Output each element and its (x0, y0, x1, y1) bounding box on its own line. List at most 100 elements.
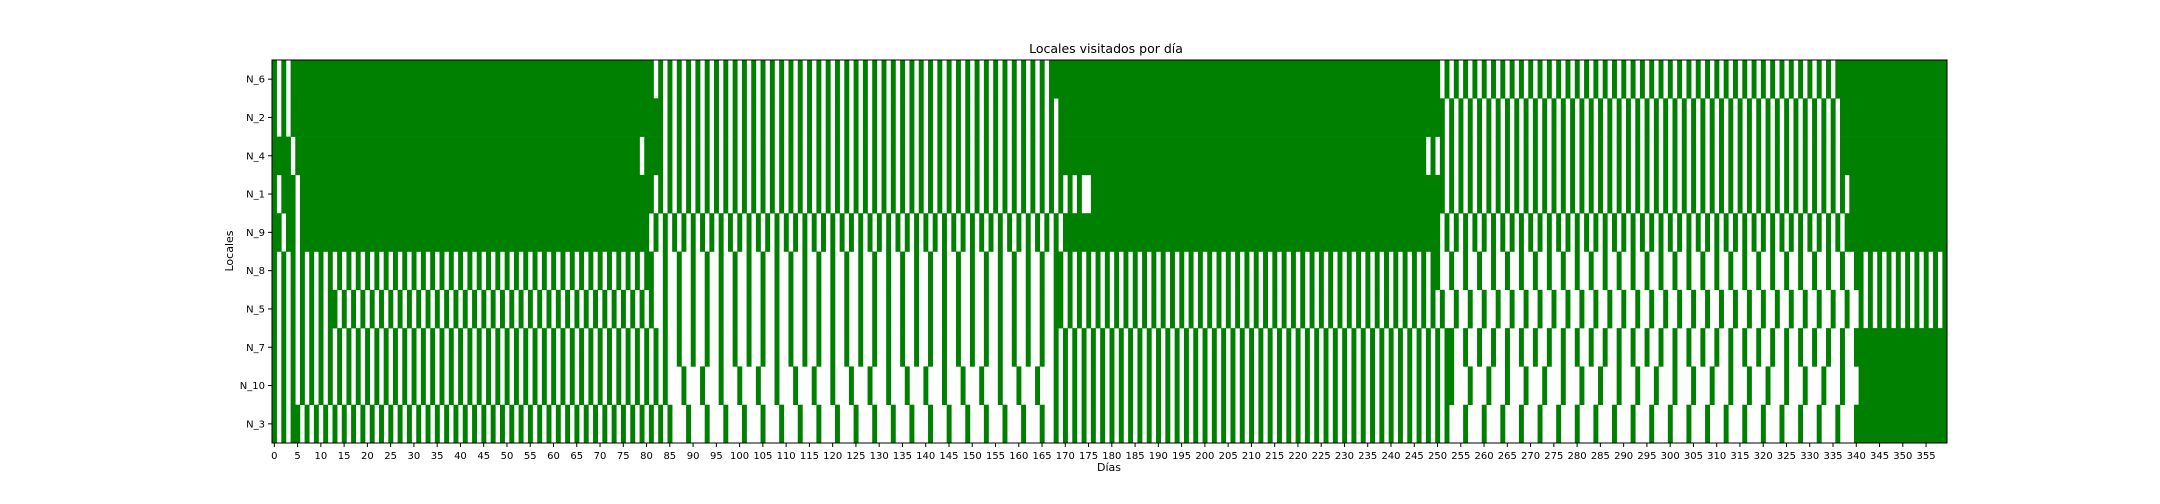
heatmap-cell (1653, 366, 1659, 405)
heatmap-cell (1156, 366, 1161, 405)
heatmap-cell (1742, 251, 1748, 291)
heatmap-cell (299, 213, 650, 252)
heatmap-cell (1784, 328, 1790, 367)
heatmap-cell (1895, 289, 1901, 329)
heatmap-cell (1142, 251, 1148, 291)
heatmap-cell (1695, 213, 1701, 252)
heatmap-cell (1509, 213, 1515, 252)
heatmap-cell (281, 404, 287, 444)
heatmap-cell (337, 366, 343, 405)
heatmap-cell (472, 404, 478, 444)
heatmap-cell (1002, 136, 1008, 176)
heatmap-cell (1588, 328, 1594, 367)
heatmap-cell (1309, 289, 1315, 329)
heatmap-cell (392, 328, 398, 367)
heatmap-cell (1784, 136, 1790, 176)
heatmap-cell (420, 328, 426, 367)
heatmap-cell (1616, 366, 1622, 405)
heatmap-cell (513, 366, 519, 405)
heatmap-cell (1062, 328, 1068, 367)
heatmap-cell (1207, 251, 1213, 291)
heatmap-cell (853, 60, 859, 99)
heatmap-cell (281, 366, 287, 405)
heatmap-cell (402, 366, 408, 405)
heatmap-cell (1267, 366, 1273, 405)
heatmap-cell (1839, 328, 1845, 367)
heatmap-cell (914, 251, 920, 291)
heatmap-cell (1765, 136, 1771, 176)
heatmap-cell (881, 98, 887, 137)
heatmap-cell (690, 251, 696, 291)
heatmap-cell (309, 289, 315, 329)
heatmap-cell (462, 404, 468, 444)
heatmap-cell (1277, 404, 1282, 444)
heatmap-cell (1826, 328, 1831, 367)
heatmap-cell (1528, 60, 1534, 99)
heatmap-cell (1193, 366, 1199, 405)
heatmap-cell (1346, 251, 1352, 291)
heatmap-cell (1123, 289, 1129, 329)
x-tick-label: 315 (1730, 451, 1749, 462)
heatmap-cell (774, 366, 780, 405)
heatmap-cell (323, 404, 329, 444)
heatmap-cell (718, 251, 724, 291)
heatmap-cell (272, 289, 277, 329)
heatmap-cell (1328, 289, 1334, 329)
heatmap-cell (1798, 404, 1804, 444)
heatmap-cell (1425, 366, 1431, 405)
heatmap-cell (732, 136, 738, 176)
heatmap-cell (1244, 251, 1250, 291)
heatmap-cell (625, 328, 631, 367)
heatmap-cell (434, 404, 440, 444)
heatmap-cell (611, 289, 617, 329)
heatmap-cell (723, 404, 729, 444)
heatmap-cell (1453, 289, 1459, 329)
heatmap-cell (1574, 213, 1580, 252)
x-tick-label: 295 (1637, 451, 1656, 462)
heatmap-cell (1267, 404, 1273, 444)
heatmap-cell (1705, 404, 1711, 444)
heatmap-cell (1821, 98, 1827, 137)
heatmap-cell (1635, 136, 1641, 176)
heatmap-cell (1235, 251, 1241, 291)
heatmap-cell (923, 213, 929, 252)
heatmap-cell (1137, 404, 1143, 444)
heatmap-cell (886, 251, 892, 291)
heatmap-cell (1812, 328, 1818, 367)
heatmap-cell (290, 328, 296, 367)
heatmap-cell (667, 404, 673, 444)
heatmap-cell (299, 328, 305, 367)
heatmap-cell (969, 251, 975, 291)
heatmap-cell (1086, 251, 1092, 291)
heatmap-cell (993, 174, 999, 214)
heatmap-cell (1211, 366, 1217, 405)
heatmap-cell (299, 289, 305, 329)
heatmap-cell (807, 98, 813, 137)
heatmap-cell (1425, 328, 1431, 367)
heatmap-cell (1374, 289, 1380, 329)
heatmap-cell (676, 98, 682, 137)
heatmap-cell (1574, 404, 1580, 444)
heatmap-cell (1760, 404, 1766, 444)
heatmap-cell (1193, 404, 1199, 444)
heatmap-cell (504, 366, 510, 405)
heatmap-cell (802, 251, 808, 291)
heatmap-cell (616, 366, 622, 405)
heatmap-cell (1365, 289, 1371, 329)
heatmap-cell (983, 251, 989, 291)
heatmap-cell (1853, 251, 1864, 291)
heatmap-cell (1714, 328, 1720, 367)
heatmap-cell (472, 289, 478, 329)
heatmap-cell (1495, 136, 1501, 176)
heatmap-cell (341, 404, 347, 444)
heatmap-cell (704, 328, 710, 367)
x-axis-label: Días (1097, 461, 1121, 474)
heatmap-cell (755, 213, 761, 252)
heatmap-cell (1435, 404, 1441, 444)
heatmap-cell (1574, 251, 1580, 291)
heatmap-cell (1402, 251, 1408, 291)
heatmap-cell (379, 404, 384, 444)
heatmap-cell (1751, 60, 1757, 99)
heatmap-cell (555, 289, 561, 329)
heatmap-cell (1463, 60, 1469, 99)
